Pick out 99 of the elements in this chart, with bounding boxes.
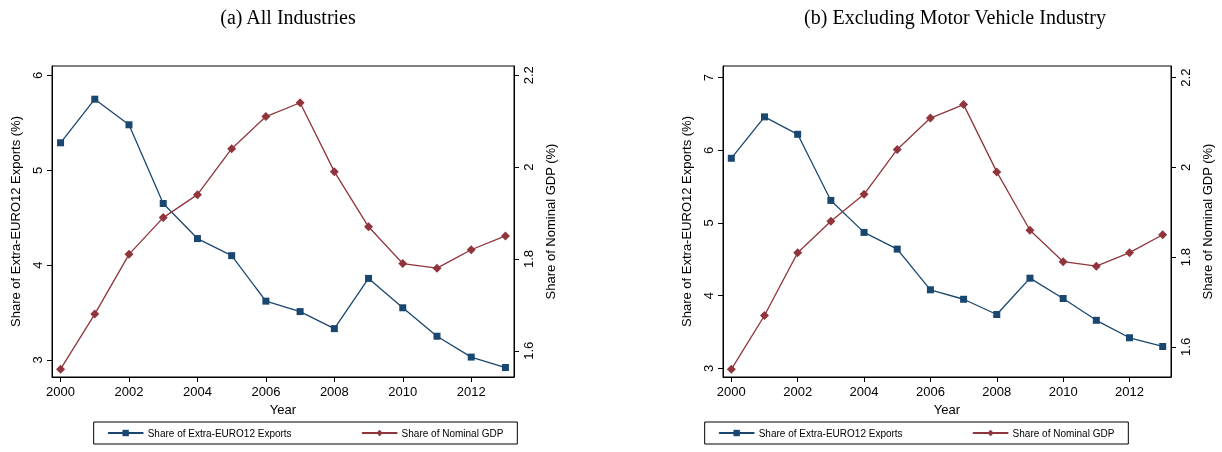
x-tick-label: 2004 [849, 384, 879, 399]
point [760, 113, 768, 121]
y-axis-title: Share of Extra-EURO12 Exports (%) [679, 116, 694, 327]
legend-label: Share of Nominal GDP [401, 427, 504, 439]
point [860, 228, 868, 236]
point [330, 325, 338, 333]
point [1091, 261, 1101, 271]
point [726, 364, 736, 374]
y2-axis-title: Share of Nominal GDP (%) [1200, 143, 1215, 300]
point [501, 364, 509, 372]
y2-tick-label: 2 [1178, 163, 1193, 172]
point [892, 144, 902, 154]
point [467, 353, 475, 361]
point [1126, 334, 1134, 342]
point [432, 263, 442, 273]
point [91, 95, 99, 103]
x-tick-label: 2008 [982, 384, 1012, 399]
y-tick-label: 6 [30, 71, 45, 80]
point [296, 308, 304, 316]
point [57, 139, 65, 147]
point [1125, 248, 1135, 258]
y-tick-label: 4 [30, 261, 45, 269]
x-tick-label: 2004 [182, 384, 212, 399]
point [1159, 342, 1167, 350]
point [926, 286, 934, 294]
y2-tick-label: 2.2 [521, 66, 536, 85]
point [364, 222, 374, 232]
point [925, 113, 935, 123]
x-tick-label: 2000 [46, 384, 76, 399]
point [192, 190, 202, 200]
x-tick-label: 2010 [388, 384, 418, 399]
point [124, 249, 134, 259]
y-tick-label: 3 [30, 356, 45, 364]
legend-label: Share of Extra-EURO12 Exports [147, 427, 292, 439]
y-tick-label: 6 [701, 146, 716, 154]
point [727, 154, 735, 162]
point [893, 245, 901, 253]
y2-tick-label: 1.8 [521, 249, 536, 268]
point [90, 309, 100, 319]
point [466, 245, 476, 255]
point [1059, 295, 1067, 303]
point [158, 213, 168, 223]
point [827, 196, 835, 204]
point [159, 199, 167, 207]
point [1025, 225, 1035, 235]
point [759, 311, 769, 321]
y-tick-label: 4 [701, 292, 716, 300]
point [329, 167, 339, 177]
chart-title: (a) All Industries [220, 6, 356, 29]
x-axis-title: Year [269, 401, 297, 417]
point [500, 231, 510, 241]
point [1092, 316, 1100, 324]
point [365, 274, 373, 282]
y2-tick-label: 1.6 [521, 341, 536, 360]
y2-tick-label: 2.2 [1178, 68, 1193, 87]
y-tick-label: 7 [701, 74, 716, 82]
x-tick-label: 2006 [251, 384, 281, 399]
y2-tick-label: 1.8 [1178, 248, 1193, 267]
x-axis-title: Year [933, 401, 961, 417]
x-tick-label: 2002 [114, 384, 144, 399]
y2-tick-label: 2 [521, 163, 536, 171]
point [125, 121, 133, 129]
point [794, 130, 802, 138]
x-tick-label: 2006 [915, 384, 945, 399]
y-tick-label: 5 [701, 219, 716, 227]
point [793, 248, 803, 258]
legend-label: Share of Extra-EURO12 Exports [758, 427, 903, 439]
x-tick-label: 2002 [783, 384, 813, 399]
point [295, 98, 305, 108]
point [193, 235, 201, 243]
x-tick-label: 2010 [1048, 384, 1078, 399]
x-tick-label: 2000 [716, 384, 746, 399]
point [1026, 274, 1034, 282]
point [1058, 257, 1068, 267]
y2-tick-label: 1.6 [1178, 337, 1193, 356]
x-tick-label: 2012 [456, 384, 486, 399]
point [992, 167, 1002, 177]
x-tick-label: 2012 [1115, 384, 1144, 399]
point [993, 311, 1001, 319]
point [56, 364, 66, 374]
point [398, 259, 408, 269]
point [261, 112, 271, 122]
point [826, 216, 836, 226]
point [959, 100, 969, 110]
y-tick-label: 3 [701, 364, 716, 372]
point [433, 332, 441, 340]
y-axis-title: Share of Extra-EURO12 Exports (%) [8, 116, 23, 327]
y-tick-label: 5 [30, 166, 45, 174]
point [960, 295, 968, 303]
y2-axis-title: Share of Nominal GDP (%) [543, 143, 558, 300]
point [228, 252, 236, 260]
point [1158, 230, 1168, 240]
point [399, 304, 407, 312]
chart-title: (b) Excluding Motor Vehicle Industry [804, 6, 1106, 29]
point [859, 189, 869, 199]
x-tick-label: 2008 [319, 384, 349, 399]
point [262, 297, 270, 305]
legend-label: Share of Nominal GDP [1012, 427, 1115, 439]
point [227, 144, 237, 154]
